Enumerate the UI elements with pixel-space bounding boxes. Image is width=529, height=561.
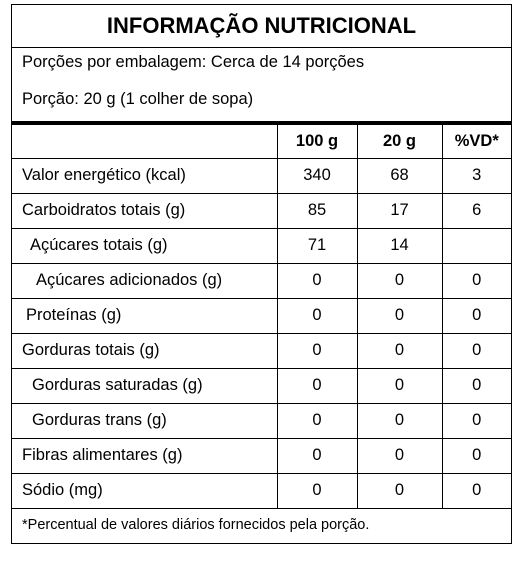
servings-per-package: Porções por embalagem: Cerca de 14 porçõ… <box>22 53 365 71</box>
value-100g: 0 <box>276 332 358 369</box>
value-20g: 0 <box>356 332 443 369</box>
value-vd <box>441 227 511 264</box>
nutrient-name: Carboidratos totais (g) <box>12 192 278 229</box>
value-vd: 0 <box>441 297 511 334</box>
value-vd: 0 <box>441 367 511 404</box>
nutrient-name: Valor energético (kcal) <box>12 157 278 194</box>
value-100g: 340 <box>276 157 358 194</box>
serving-size: Porção: 20 g (1 colher de sopa) <box>22 90 254 108</box>
value-vd: 0 <box>441 437 511 474</box>
nutrient-name: Açúcares adicionados (g) <box>12 262 278 299</box>
nutrient-name: Proteínas (g) <box>12 297 278 334</box>
value-20g: 14 <box>356 227 443 264</box>
value-20g: 0 <box>356 402 443 439</box>
value-100g: 0 <box>276 437 358 474</box>
header-cell-nutrient <box>12 122 278 159</box>
table-header-row: 100 g 20 g %VD* <box>12 122 511 159</box>
nutrition-facts-panel: INFORMAÇÃO NUTRICIONAL Porções por embal… <box>11 4 512 544</box>
value-vd: 0 <box>441 262 511 299</box>
value-20g: 17 <box>356 192 443 229</box>
value-100g: 0 <box>276 367 358 404</box>
value-100g: 0 <box>276 402 358 439</box>
table-row: Gorduras totais (g) 0 0 0 <box>12 332 511 369</box>
nutrition-table: 100 g 20 g %VD* Valor energético (kcal) … <box>12 121 511 509</box>
value-vd: 0 <box>441 402 511 439</box>
value-20g: 68 <box>356 157 443 194</box>
page-title: INFORMAÇÃO NUTRICIONAL <box>12 5 511 48</box>
footnote: *Percentual de valores diários fornecido… <box>22 517 370 533</box>
table-row: Valor energético (kcal) 340 68 3 <box>12 157 511 194</box>
table-row: Fibras alimentares (g) 0 0 0 <box>12 437 511 474</box>
table-row: Sódio (mg) 0 0 0 <box>12 472 511 509</box>
value-vd: 6 <box>441 192 511 229</box>
header-cell-20g: 20 g <box>356 122 443 159</box>
nutrient-name: Sódio (mg) <box>12 472 278 509</box>
value-100g: 0 <box>276 297 358 334</box>
value-100g: 71 <box>276 227 358 264</box>
value-20g: 0 <box>356 367 443 404</box>
table-row: Açúcares totais (g) 71 14 <box>12 227 511 264</box>
value-20g: 0 <box>356 297 443 334</box>
nutrient-name: Gorduras trans (g) <box>12 402 278 439</box>
value-20g: 0 <box>356 437 443 474</box>
nutrient-name: Fibras alimentares (g) <box>12 437 278 474</box>
value-vd: 3 <box>441 157 511 194</box>
value-vd: 0 <box>441 332 511 369</box>
value-20g: 0 <box>356 262 443 299</box>
nutrient-name: Gorduras saturadas (g) <box>12 367 278 404</box>
value-100g: 0 <box>276 262 358 299</box>
value-100g: 0 <box>276 472 358 509</box>
header-cell-100g: 100 g <box>276 122 358 159</box>
table-row: Açúcares adicionados (g) 0 0 0 <box>12 262 511 299</box>
nutrient-name: Açúcares totais (g) <box>12 227 278 264</box>
nutrient-name: Gorduras totais (g) <box>12 332 278 369</box>
value-20g: 0 <box>356 472 443 509</box>
table-row: Gorduras trans (g) 0 0 0 <box>12 402 511 439</box>
table-row: Proteínas (g) 0 0 0 <box>12 297 511 334</box>
header-cell-vd: %VD* <box>441 122 511 159</box>
value-100g: 85 <box>276 192 358 229</box>
table-row: Carboidratos totais (g) 85 17 6 <box>12 192 511 229</box>
table-row: Gorduras saturadas (g) 0 0 0 <box>12 367 511 404</box>
value-vd: 0 <box>441 472 511 509</box>
